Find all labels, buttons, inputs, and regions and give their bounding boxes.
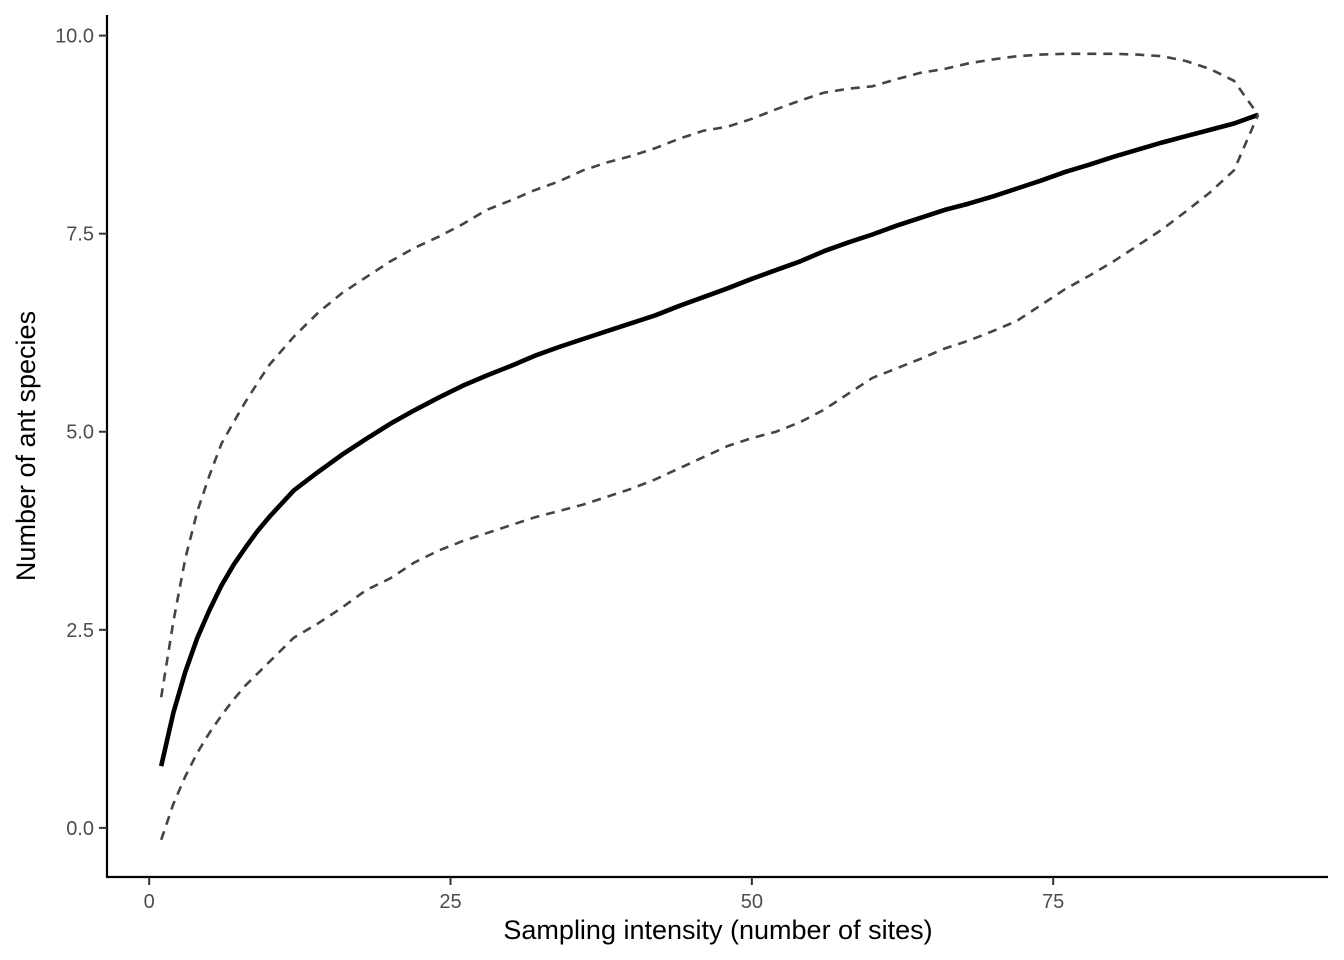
y-tick-label: 10.0 (55, 26, 94, 48)
y-axis-title: Number of ant species (11, 311, 41, 581)
y-tick-label: 0.0 (66, 818, 94, 840)
x-axis-title: Sampling intensity (number of sites) (503, 915, 932, 945)
x-tick-label: 0 (144, 891, 155, 913)
x-tick-label: 25 (439, 891, 461, 913)
series-line-lower (159, 114, 1260, 841)
x-tick-label: 75 (1042, 891, 1064, 913)
y-tick-label: 2.5 (66, 620, 94, 642)
y-tick-label: 5.0 (66, 422, 94, 444)
y-ticks: 0.0 2.5 5.0 7.5 10.0 (55, 26, 107, 840)
series-line-upper (159, 52, 1260, 698)
x-tick-label: 50 (741, 891, 763, 913)
axes-layer (105, 15, 1328, 879)
series-line-mean (158, 112, 1259, 767)
series-layer (158, 52, 1260, 841)
y-tick-label: 7.5 (66, 224, 94, 246)
x-ticks: 0 25 50 75 (144, 877, 1064, 913)
